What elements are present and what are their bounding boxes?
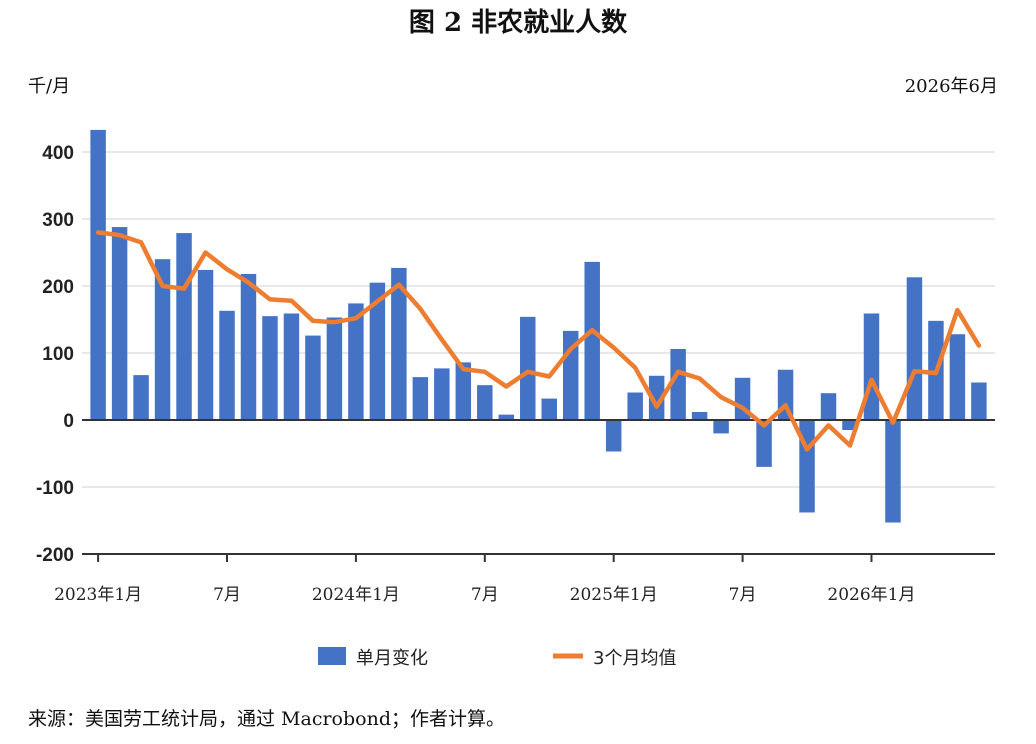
x-tick-label: 7月 — [471, 585, 499, 605]
chart-title: 图 2 非农就业人数 — [408, 8, 628, 38]
bar — [541, 398, 557, 420]
bar — [756, 420, 772, 467]
x-tick-label: 2026年1月 — [827, 585, 915, 605]
line-3-month-average — [95, 230, 982, 452]
bar — [627, 392, 643, 420]
x-tick-labels: 2023年1月 7月 2024年1月 7月 2025年1月 7月 2026年1月 — [54, 585, 915, 605]
bar — [863, 313, 880, 420]
bar — [305, 335, 321, 420]
bar — [820, 393, 837, 420]
bar — [906, 277, 923, 420]
bar — [971, 382, 987, 420]
bar-series-monthly-change — [90, 129, 987, 523]
line-series-3-month-average — [95, 230, 982, 452]
y-tick-label: -200 — [36, 545, 74, 566]
legend: 单月变化 3个月均值 — [318, 647, 676, 669]
bar — [391, 267, 407, 420]
bar — [584, 261, 600, 420]
bar — [691, 411, 708, 420]
bar — [648, 375, 665, 420]
bar — [283, 313, 300, 420]
bar — [520, 316, 536, 420]
bar — [176, 233, 192, 420]
x-tick-label: 2023年1月 — [54, 585, 142, 605]
x-tick-label: 2024年1月 — [312, 585, 400, 605]
chart-canvas: -200 -100 0 100 200 300 400 2023年1月 7月 2024年1月 7月… — [36, 129, 995, 669]
bar — [949, 334, 966, 420]
x-tick-label: 7月 — [729, 585, 757, 605]
bar — [90, 129, 106, 420]
bar — [885, 420, 901, 523]
bar — [434, 368, 450, 420]
bar — [713, 420, 729, 434]
bar — [670, 348, 686, 420]
y-tick-labels: -200 -100 0 100 200 300 400 — [36, 143, 74, 566]
bar — [219, 310, 235, 420]
x-tick-label: 2025年1月 — [570, 585, 658, 605]
bar — [498, 414, 515, 420]
y-tick-label: -100 — [36, 478, 74, 499]
bar — [348, 303, 364, 420]
y-tick-label: 300 — [42, 210, 74, 231]
source-note: 来源：美国劳工统计局，通过 Macrobond；作者计算。 — [28, 708, 505, 730]
legend-swatch-monthly-change — [318, 647, 346, 665]
legend-label-3-month-average: 3个月均值 — [593, 648, 676, 669]
bar — [240, 273, 257, 420]
bar — [133, 375, 149, 420]
y-tick-label: 400 — [42, 143, 74, 164]
bar — [154, 259, 171, 420]
bar — [326, 317, 343, 420]
date-label: 2026年6月 — [904, 76, 998, 97]
grid-lines — [82, 151, 995, 488]
bar — [605, 420, 622, 452]
bar — [477, 385, 493, 420]
bar — [842, 420, 858, 431]
bar — [412, 377, 429, 420]
y-tick-label: 200 — [42, 277, 74, 298]
y-axis-unit-label: 千/月 — [28, 76, 71, 97]
y-tick-label: 100 — [42, 344, 74, 365]
axes — [82, 419, 995, 562]
x-tick-label: 7月 — [213, 585, 241, 605]
bar — [369, 282, 386, 420]
bar — [197, 269, 214, 420]
y-tick-label: 0 — [63, 411, 74, 432]
bar — [262, 316, 278, 420]
legend-label-monthly-change: 单月变化 — [356, 648, 428, 669]
bar — [111, 227, 128, 420]
bar — [455, 362, 472, 420]
